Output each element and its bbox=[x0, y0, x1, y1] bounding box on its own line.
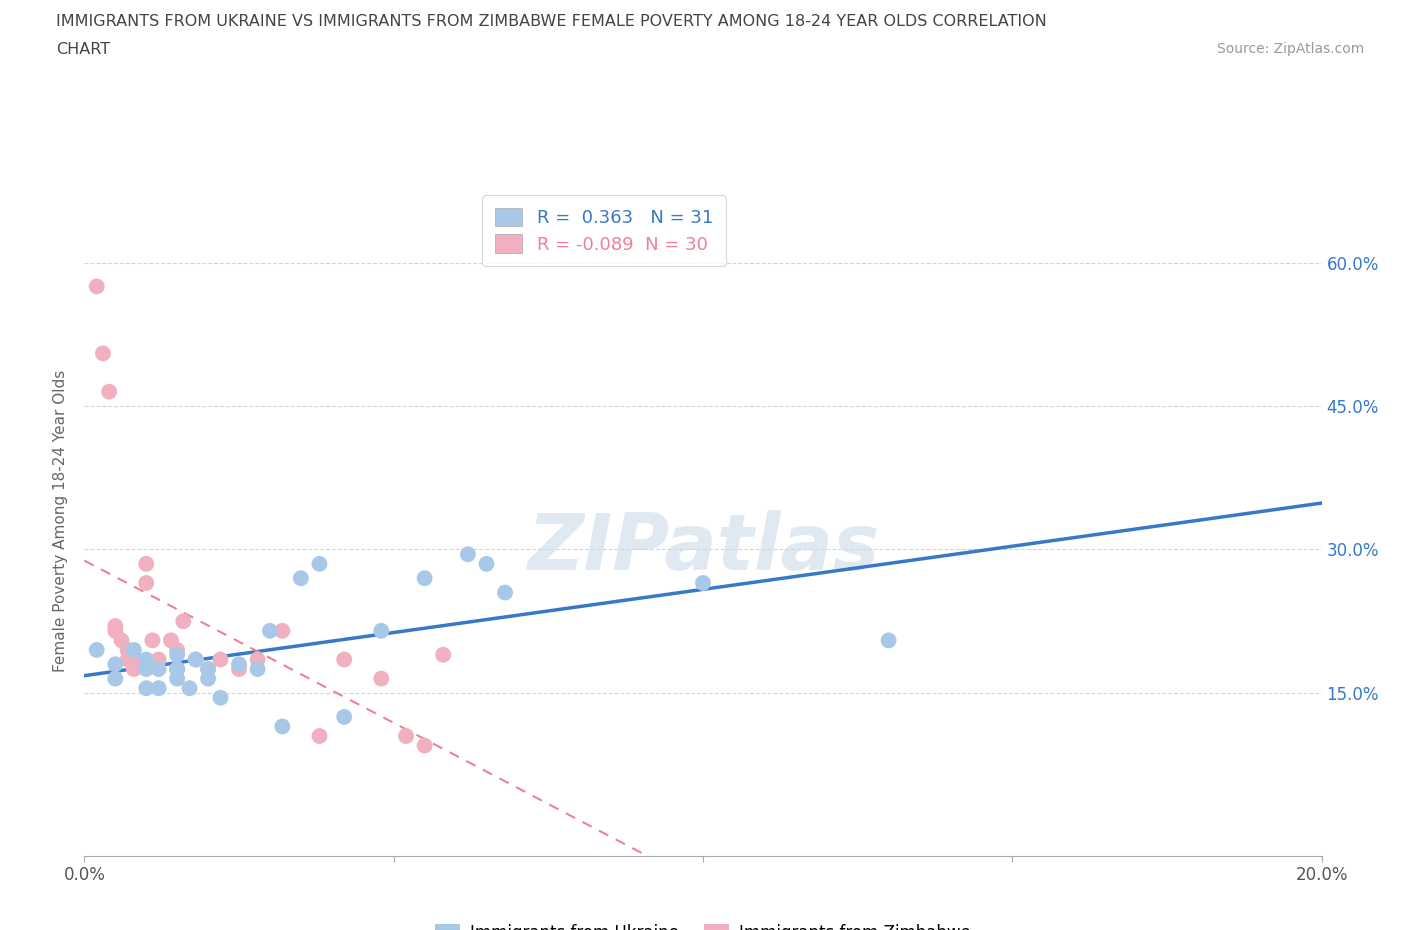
Legend: Immigrants from Ukraine, Immigrants from Zimbabwe: Immigrants from Ukraine, Immigrants from… bbox=[429, 918, 977, 930]
Point bbox=[104, 657, 127, 671]
Point bbox=[228, 661, 250, 676]
Text: IMMIGRANTS FROM UKRAINE VS IMMIGRANTS FROM ZIMBABWE FEMALE POVERTY AMONG 18-24 Y: IMMIGRANTS FROM UKRAINE VS IMMIGRANTS FR… bbox=[56, 14, 1047, 29]
Point bbox=[135, 661, 157, 676]
Point bbox=[494, 585, 516, 600]
Point bbox=[122, 652, 145, 667]
Point bbox=[91, 346, 114, 361]
Point bbox=[209, 652, 232, 667]
Point bbox=[413, 571, 436, 586]
Point bbox=[104, 671, 127, 686]
Point bbox=[333, 652, 356, 667]
Point bbox=[166, 661, 188, 676]
Point bbox=[197, 661, 219, 676]
Point bbox=[413, 738, 436, 753]
Point bbox=[333, 710, 356, 724]
Point bbox=[228, 657, 250, 671]
Point bbox=[184, 652, 207, 667]
Point bbox=[86, 279, 108, 294]
Point bbox=[172, 614, 194, 629]
Point bbox=[148, 681, 170, 696]
Point bbox=[166, 643, 188, 658]
Point bbox=[98, 384, 121, 399]
Point bbox=[184, 652, 207, 667]
Point bbox=[308, 556, 330, 571]
Point bbox=[86, 643, 108, 658]
Point bbox=[122, 661, 145, 676]
Point bbox=[197, 671, 219, 686]
Point bbox=[475, 556, 498, 571]
Point bbox=[104, 623, 127, 638]
Point bbox=[246, 652, 269, 667]
Point bbox=[290, 571, 312, 586]
Point bbox=[271, 623, 294, 638]
Point bbox=[141, 633, 163, 648]
Point bbox=[166, 647, 188, 662]
Point bbox=[457, 547, 479, 562]
Point bbox=[877, 633, 900, 648]
Text: ZIPatlas: ZIPatlas bbox=[527, 510, 879, 586]
Point bbox=[148, 661, 170, 676]
Point bbox=[179, 681, 201, 696]
Point bbox=[160, 633, 183, 648]
Point bbox=[166, 671, 188, 686]
Point bbox=[246, 661, 269, 676]
Point bbox=[135, 681, 157, 696]
Point bbox=[135, 556, 157, 571]
Point bbox=[692, 576, 714, 591]
Point bbox=[370, 671, 392, 686]
Y-axis label: Female Poverty Among 18-24 Year Olds: Female Poverty Among 18-24 Year Olds bbox=[53, 370, 69, 672]
Point bbox=[370, 623, 392, 638]
Point bbox=[259, 623, 281, 638]
Point bbox=[166, 661, 188, 676]
Point bbox=[209, 690, 232, 705]
Point bbox=[271, 719, 294, 734]
Point bbox=[432, 647, 454, 662]
Point bbox=[135, 652, 157, 667]
Text: CHART: CHART bbox=[56, 42, 110, 57]
Point bbox=[117, 652, 139, 667]
Point bbox=[148, 652, 170, 667]
Text: Source: ZipAtlas.com: Source: ZipAtlas.com bbox=[1216, 42, 1364, 56]
Point bbox=[197, 661, 219, 676]
Point bbox=[122, 643, 145, 658]
Point bbox=[104, 618, 127, 633]
Point bbox=[308, 728, 330, 743]
Point bbox=[135, 576, 157, 591]
Point bbox=[110, 633, 132, 648]
Point bbox=[117, 643, 139, 658]
Point bbox=[395, 728, 418, 743]
